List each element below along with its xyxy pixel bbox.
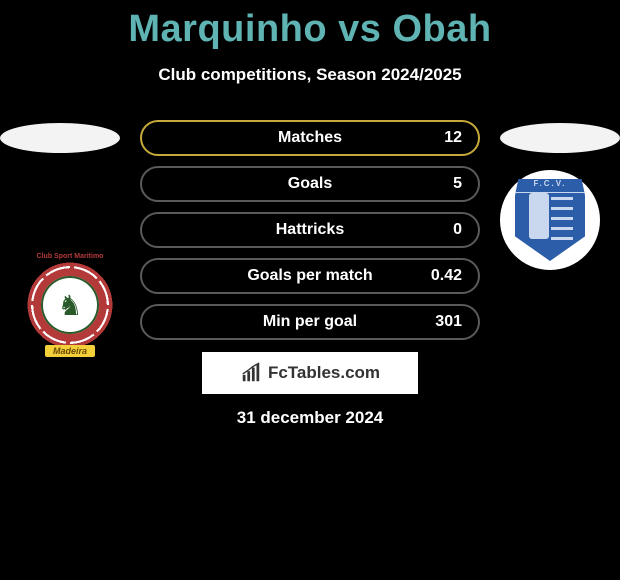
- watermark-text: FcTables.com: [268, 363, 380, 383]
- watermark: FcTables.com: [202, 352, 418, 394]
- page-title: Marquinho vs Obah: [0, 0, 620, 51]
- stat-right-value: 0.42: [420, 267, 462, 285]
- club-right-shield-icon: F.C.V.: [515, 179, 585, 261]
- club-right-top-text: F.C.V.: [515, 179, 585, 193]
- club-left-emblem-icon: ♞: [41, 276, 99, 334]
- stat-row-matches: Matches 12: [140, 120, 480, 156]
- stat-label: Min per goal: [200, 313, 420, 331]
- stat-right-value: 0: [420, 221, 462, 239]
- stat-row-min-per-goal: Min per goal 301: [140, 304, 480, 340]
- stat-right-value: 301: [420, 313, 462, 331]
- club-left-banner: Madeira: [45, 345, 95, 357]
- club-badge-right: F.C.V.: [500, 170, 600, 270]
- stat-label: Goals: [200, 175, 420, 193]
- page-subtitle: Club competitions, Season 2024/2025: [0, 65, 620, 85]
- footer-date: 31 december 2024: [0, 408, 620, 428]
- club-badge-left: Club Sport Maritimo ♞ Madeira: [20, 255, 120, 355]
- stat-right-value: 12: [420, 129, 462, 147]
- stat-label: Matches: [200, 129, 420, 147]
- player-photo-left-placeholder: [0, 123, 120, 153]
- stat-label: Hattricks: [200, 221, 420, 239]
- stat-label: Goals per match: [200, 267, 420, 285]
- stat-row-goals: Goals 5: [140, 166, 480, 202]
- stats-table: Matches 12 Goals 5 Hattricks 0 Goals per…: [140, 120, 480, 350]
- bar-chart-icon: [240, 362, 262, 384]
- stat-row-goals-per-match: Goals per match 0.42: [140, 258, 480, 294]
- club-left-top-text: Club Sport Maritimo: [37, 253, 104, 260]
- player-photo-right-placeholder: [500, 123, 620, 153]
- stat-right-value: 5: [420, 175, 462, 193]
- stat-row-hattricks: Hattricks 0: [140, 212, 480, 248]
